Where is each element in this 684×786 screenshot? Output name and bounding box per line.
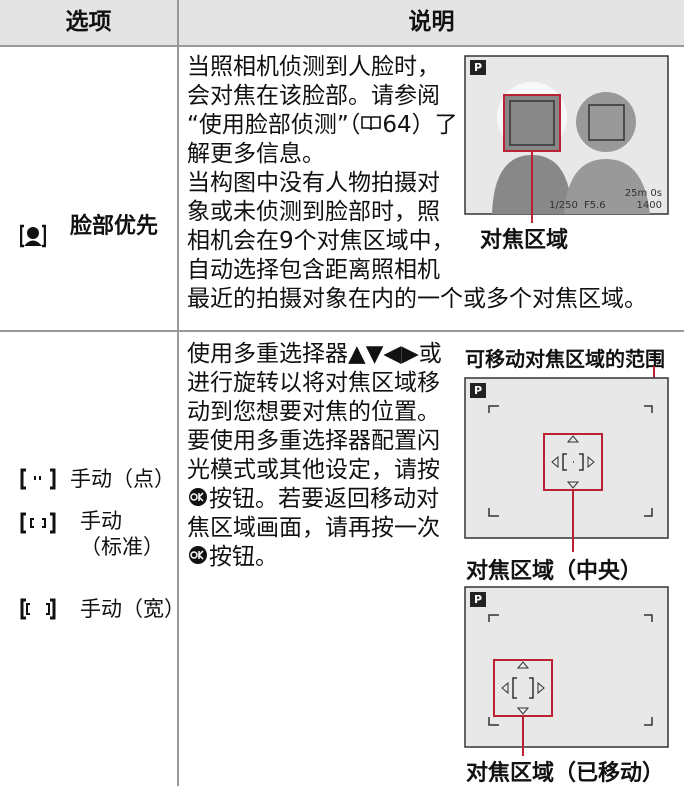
option-label: 手动（宽） xyxy=(80,597,185,621)
text: 使用多重选择器▲▼◀▶或进行旋转以将对焦区域移动到您想要对焦的位置。要使用多重选… xyxy=(187,341,442,483)
description: 当照相机侦测到人脸时，会对焦在该脸部。请参阅“使用脸部侦测”（ 64）了解更多信息… xyxy=(187,53,671,314)
text: 当构图中没有人物拍摄对象或未侦测到脸部时，照相机会在9个对焦区域中，自动选择包含… xyxy=(187,170,647,312)
ok-icon xyxy=(189,488,207,506)
divider xyxy=(0,330,684,332)
mode: P xyxy=(474,593,482,606)
mode: P xyxy=(474,384,482,397)
aperture: F5.6 xyxy=(584,200,606,211)
option-label: 手动（点） xyxy=(70,467,175,491)
option-label: 脸部优先 xyxy=(70,214,159,239)
header-option: 选项 xyxy=(0,0,177,45)
text: 64）了解更多信息。 xyxy=(187,112,458,167)
text: 按钮。 xyxy=(209,544,278,570)
screen: P xyxy=(464,586,669,756)
range-label: 可移动对焦区域的范围 xyxy=(465,347,665,371)
normal-icon xyxy=(20,512,56,534)
text: 按钮。若要返回移动对焦区域画面，请再按一次 xyxy=(187,486,440,541)
divider xyxy=(0,45,684,47)
shutter: 1/250 xyxy=(549,200,578,211)
face-icon xyxy=(20,224,46,248)
screen: P xyxy=(464,366,669,552)
remaining: 25m 0s xyxy=(625,188,662,199)
wide-icon xyxy=(20,598,56,620)
caption: 对焦区域（已移动） xyxy=(466,761,665,786)
text: 当照相机侦测到人脸时，会对焦在该脸部。请参阅“使用脸部侦测”（ xyxy=(187,54,440,138)
spot-icon xyxy=(20,468,56,490)
divider xyxy=(177,0,179,786)
mode: P xyxy=(474,61,482,74)
description: 使用多重选择器▲▼◀▶或进行旋转以将对焦区域移动到您想要对焦的位置。要使用多重选… xyxy=(187,340,443,572)
ok-icon xyxy=(189,546,207,564)
header-description: 说明 xyxy=(179,0,684,45)
book-icon xyxy=(361,116,382,131)
caption: 对焦区域（中央） xyxy=(466,559,643,584)
option-label: 手动（标准） xyxy=(80,509,164,559)
shots: 1400 xyxy=(637,200,662,211)
caption: 对焦区域 xyxy=(480,228,569,253)
screen: P 1/250 F5.6 25m 0s 1400 xyxy=(464,55,669,223)
